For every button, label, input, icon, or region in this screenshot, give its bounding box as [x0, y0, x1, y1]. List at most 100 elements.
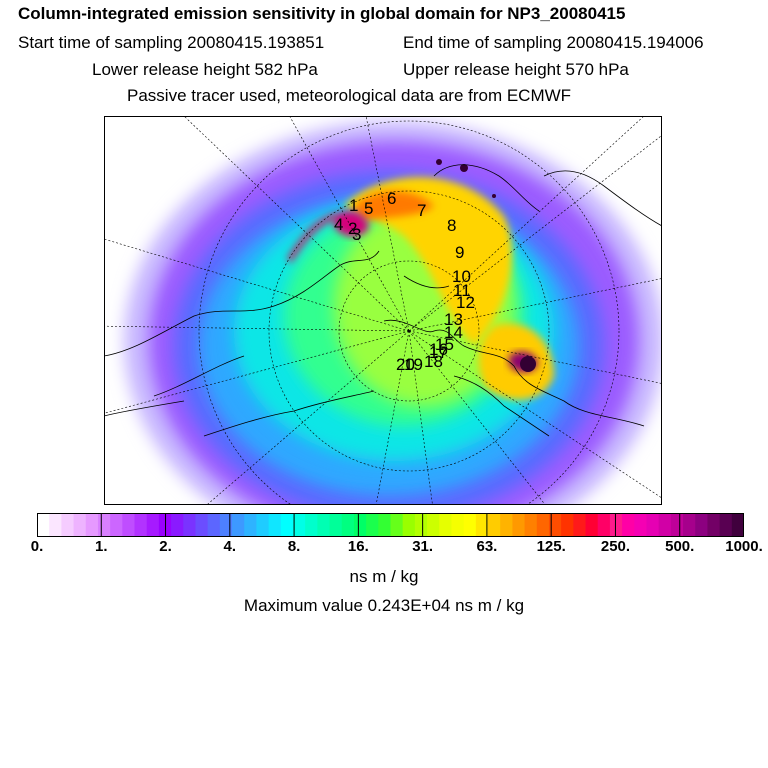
- colorbar-cell: [171, 513, 184, 537]
- colorbar-cell: [463, 513, 477, 537]
- colorbar-cell: [195, 513, 209, 537]
- colorbar-cell: [719, 513, 733, 537]
- colorbar-cell: [256, 513, 270, 537]
- colorbar-cell: [488, 513, 501, 537]
- colorbar-units: ns m / kg: [349, 567, 419, 586]
- colorbar-tick-label: 4.: [223, 538, 237, 555]
- track-label: 17: [429, 343, 448, 362]
- colorbar-cell: [97, 513, 111, 537]
- colorbar-cell: [280, 513, 294, 537]
- colorbar-cell: [512, 513, 526, 537]
- colorbar-cell: [317, 513, 331, 537]
- track-label: 18: [424, 352, 443, 371]
- colorbar-cell: [609, 513, 623, 537]
- colorbar-tick-label: 0.: [30, 538, 44, 555]
- colorbar-tick-label: 1.: [95, 538, 108, 555]
- track-label: 16: [429, 340, 448, 359]
- colorbar-cell: [268, 513, 282, 537]
- colorbar-cell: [402, 513, 416, 537]
- colorbar-cell: [646, 513, 660, 537]
- colorbar-cell: [573, 513, 587, 537]
- track-label: 8: [447, 216, 456, 235]
- colorbar-tick-label: 8.: [287, 538, 301, 555]
- end-time-label: End time of sampling 20080415.194006: [403, 33, 704, 52]
- colorbar-cell: [597, 513, 611, 537]
- colorbar-tick-label: 125.: [536, 538, 566, 555]
- track-label: 11: [453, 281, 471, 300]
- graticule: [104, 116, 662, 505]
- colorbar-cell: [536, 513, 550, 537]
- start-time-label: Start time of sampling 20080415.193851: [18, 33, 325, 52]
- track-label: 20: [396, 355, 415, 374]
- colorbar-tick-label: 1000.: [725, 538, 763, 555]
- colorbar-cell: [683, 513, 696, 537]
- colorbar-cell: [731, 513, 744, 537]
- track-label: 4: [334, 215, 343, 234]
- colorbar-cell: [427, 513, 440, 537]
- colorbar-tick-label: 63.: [476, 538, 498, 555]
- colorbar-cell: [585, 513, 599, 537]
- colorbar-cell: [329, 513, 343, 537]
- colorbar-tick-label: 16.: [347, 538, 369, 555]
- colorbar-cell: [37, 513, 50, 537]
- track-label: 5: [364, 199, 373, 218]
- lower-height-label: Lower release height 582 hPa: [92, 60, 318, 79]
- colorbar-cell: [548, 513, 562, 537]
- track-label: 3: [352, 225, 361, 244]
- colorbar-cell: [390, 513, 404, 537]
- colorbar-cell: [658, 513, 672, 537]
- colorbar-cell: [134, 513, 148, 537]
- colorbar-cell: [634, 513, 648, 537]
- colorbar-cell: [292, 513, 306, 537]
- track-label: 9: [455, 243, 464, 262]
- max-value-label: Maximum value 0.243E+04 ns m / kg: [243, 596, 525, 615]
- colorbar-cell: [670, 513, 684, 537]
- colorbar-tick-label: 500.: [665, 538, 695, 555]
- track-label: 14: [444, 323, 463, 342]
- colorbar-cell: [73, 513, 87, 537]
- colorbar-cell: [695, 513, 709, 537]
- colorbar-cell: [110, 513, 123, 537]
- track-label: 12: [456, 293, 475, 312]
- colorbar-cell: [366, 513, 379, 537]
- track-label: 10: [452, 267, 471, 286]
- coastlines: [104, 164, 662, 437]
- upper-height-label: Upper release height 570 hPa: [403, 60, 629, 79]
- colorbar-tick-label: 250.: [600, 538, 631, 555]
- colorbar-cell: [378, 513, 392, 537]
- colorbar-cell: [341, 513, 355, 537]
- colorbar-cell: [561, 513, 574, 537]
- colorbar-cell: [353, 513, 367, 537]
- track-label: 1: [349, 196, 358, 215]
- track-label: 15: [435, 335, 454, 354]
- tracer-note: Passive tracer used, meteorological data…: [127, 86, 572, 105]
- colorbar-cell: [475, 513, 489, 537]
- colorbar-cell: [414, 513, 428, 537]
- colorbar-cell: [85, 513, 99, 537]
- colorbar-cell: [707, 513, 721, 537]
- colorbar-cell: [232, 513, 245, 537]
- colorbar-cell: [305, 513, 318, 537]
- colorbar-cell: [244, 513, 258, 537]
- track-label: 13: [444, 310, 463, 329]
- colorbar-cell: [183, 513, 197, 537]
- track-label: 2: [348, 219, 357, 238]
- track-label: 7: [417, 201, 426, 220]
- colorbar-tick-label: 31.: [412, 538, 434, 555]
- colorbar-cell: [219, 513, 233, 537]
- colorbar-tick-label: 2.: [159, 538, 172, 555]
- colorbar-tick-labels: 0. 1. 2. 4. 8. 16. 31. 63. 125. 250. 500. 1000.: [0, 538, 768, 562]
- colorbar-cell: [61, 513, 75, 537]
- plot-title: Column-integrated emission sensitivity i…: [18, 4, 626, 23]
- track-label: 19: [404, 355, 423, 374]
- colorbar-cell: [500, 513, 513, 537]
- colorbar-cell: [122, 513, 136, 537]
- colorbar-cell: [622, 513, 635, 537]
- colorbar-cell: [146, 513, 160, 537]
- colorbar-cell: [524, 513, 538, 537]
- colorbar-cell: [49, 513, 62, 537]
- colorbar: [37, 513, 744, 537]
- colorbar-cell: [207, 513, 221, 537]
